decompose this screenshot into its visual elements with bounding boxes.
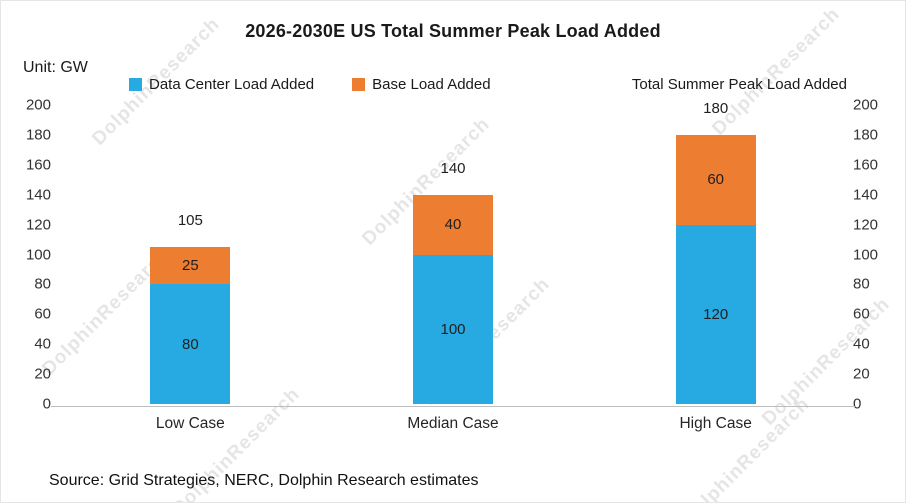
y-tick-label: 40 <box>34 335 51 353</box>
y-tick-label: 200 <box>853 96 879 114</box>
unit-label: Unit: GW <box>23 59 88 76</box>
stacked-bar: 60 120 <box>675 134 756 404</box>
x-category-label: Low Case <box>155 415 225 432</box>
x-axis-line <box>51 406 855 407</box>
bar-segment: 40 <box>413 194 493 255</box>
bar-segment: 100 <box>413 254 493 404</box>
total-data-label: 180 <box>703 99 729 117</box>
bar-segment: 25 <box>150 247 231 285</box>
y-tick-label: 80 <box>853 275 870 293</box>
legend-swatch-icon <box>352 78 366 91</box>
bar-segment: 120 <box>675 224 756 404</box>
y-tick-label: 140 <box>853 186 879 204</box>
y-tick-label: 100 <box>853 246 879 263</box>
total-data-label: 140 <box>440 159 466 177</box>
y-tick-label: 100 <box>25 246 51 263</box>
legend-label: Base Load Added <box>372 76 491 93</box>
x-category-label: High Case <box>679 415 752 432</box>
y-tick-label: 60 <box>853 305 870 323</box>
y-axis-left: 0 20 40 60 80 100 120 140 160 180 200 <box>11 97 51 413</box>
y-tick-label: 0 <box>42 395 51 413</box>
x-category-label: Median Case <box>407 415 499 432</box>
stacked-bar: 40 100 <box>413 194 493 404</box>
y-tick-label: 140 <box>25 186 51 204</box>
source-note: Source: Grid Strategies, NERC, Dolphin R… <box>49 472 479 489</box>
y-axis-right: 0 20 40 60 80 100 120 140 160 180 200 <box>853 97 893 413</box>
legend-label: Total Summer Peak Load Added <box>631 76 847 93</box>
y-tick-label: 160 <box>853 156 879 174</box>
y-tick-label: 80 <box>34 275 51 293</box>
stacked-bar: 25 80 <box>150 247 231 404</box>
bar-segment: 60 <box>675 134 756 225</box>
y-tick-label: 180 <box>853 126 879 144</box>
bar-segment: 80 <box>150 284 231 404</box>
plot-area: 25 80 105 Low Case 40 100 140 Median Case 60 120 1… <box>59 100 847 432</box>
y-tick-label: 60 <box>34 305 51 323</box>
legend-label: Data Center Load Added <box>149 76 315 93</box>
legend-item: Data Center Load Added <box>129 76 314 93</box>
watermark: DolphinResearch <box>678 393 815 503</box>
legend-item: Total Summer Peak Load Added <box>632 76 847 93</box>
y-tick-label: 40 <box>853 335 870 353</box>
y-tick-label: 0 <box>853 395 862 413</box>
y-tick-label: 120 <box>853 216 879 234</box>
y-tick-label: 160 <box>25 156 51 174</box>
y-tick-label: 20 <box>853 365 870 383</box>
y-tick-label: 180 <box>25 126 51 144</box>
y-tick-label: 200 <box>25 96 51 114</box>
total-data-label: 105 <box>177 212 203 230</box>
y-tick-label: 20 <box>34 365 51 383</box>
chart-title: 2026-2030E US Total Summer Peak Load Add… <box>245 21 661 41</box>
legend-item: Base Load Added <box>352 76 491 93</box>
legend: Data Center Load Added Base Load Added Tot… <box>129 76 847 93</box>
legend-swatch-icon <box>129 78 142 91</box>
y-tick-label: 120 <box>25 216 51 234</box>
